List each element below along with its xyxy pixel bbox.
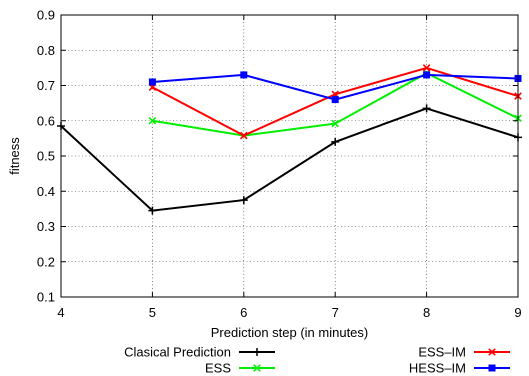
x-tick-label: 8 — [423, 305, 430, 320]
legend-item-hess-im: HESS–IM — [409, 361, 510, 376]
y-tick-label: 0.6 — [37, 113, 55, 128]
series-line-ess — [152, 72, 519, 137]
legend-item-ess-im: ESS–IM — [418, 345, 510, 360]
data-point-ess — [148, 116, 157, 125]
data-point-ess-im — [422, 64, 431, 72]
series-line-clasical-prediction — [60, 107, 519, 212]
y-tick-label: 0.8 — [37, 43, 55, 58]
data-point-clasical-prediction — [239, 196, 248, 205]
series-layer — [57, 64, 522, 215]
data-point-hess-im — [148, 78, 156, 86]
x-tick-label: 5 — [149, 305, 156, 320]
data-point-clasical-prediction — [331, 137, 340, 146]
x-tick-label: 7 — [332, 305, 339, 320]
legend-item-clasical-prediction: Clasical Prediction — [124, 345, 275, 360]
y-tick-label: 0.3 — [37, 219, 55, 234]
data-point-ess — [331, 119, 339, 128]
legend-label: ESS–IM — [418, 345, 466, 360]
data-point-hess-im — [331, 96, 339, 104]
axis-ticks: 0.1 0.2 0.3 0.4 0.5 0.6 0.7 0.8 0.9 4 5 6 7 8 9 — [37, 8, 522, 321]
legend-label: HESS–IM — [409, 361, 466, 376]
x-axis-title: Prediction step (in minutes) — [211, 325, 369, 340]
x-tick-label: 6 — [240, 305, 247, 320]
y-tick-label: 0.7 — [37, 78, 55, 93]
legend-item-ess: ESS — [205, 361, 275, 376]
legend-swatch-marker — [488, 348, 496, 356]
data-point-ess-im — [240, 131, 248, 140]
legend-swatch-marker — [253, 364, 261, 372]
series-hess-im — [148, 71, 522, 104]
y-tick-label: 0.1 — [37, 290, 55, 305]
data-point-hess-im — [423, 71, 431, 79]
legend-swatch-marker — [253, 348, 261, 356]
x-tick-label: 4 — [57, 305, 64, 320]
y-tick-label: 0.4 — [37, 184, 55, 199]
legend-label: ESS — [205, 361, 231, 376]
x-tick-label: 9 — [514, 305, 521, 320]
data-point-clasical-prediction — [148, 206, 157, 215]
data-point-hess-im — [240, 71, 248, 79]
y-tick-label: 0.9 — [37, 8, 55, 23]
grid-lines — [61, 15, 518, 297]
data-point-clasical-prediction — [422, 104, 431, 113]
y-axis-title: fitness — [7, 137, 22, 175]
legend-label: Clasical Prediction — [124, 345, 231, 360]
y-tick-label: 0.5 — [37, 149, 55, 164]
y-tick-label: 0.2 — [37, 254, 55, 269]
legend-swatch-marker — [488, 364, 496, 372]
